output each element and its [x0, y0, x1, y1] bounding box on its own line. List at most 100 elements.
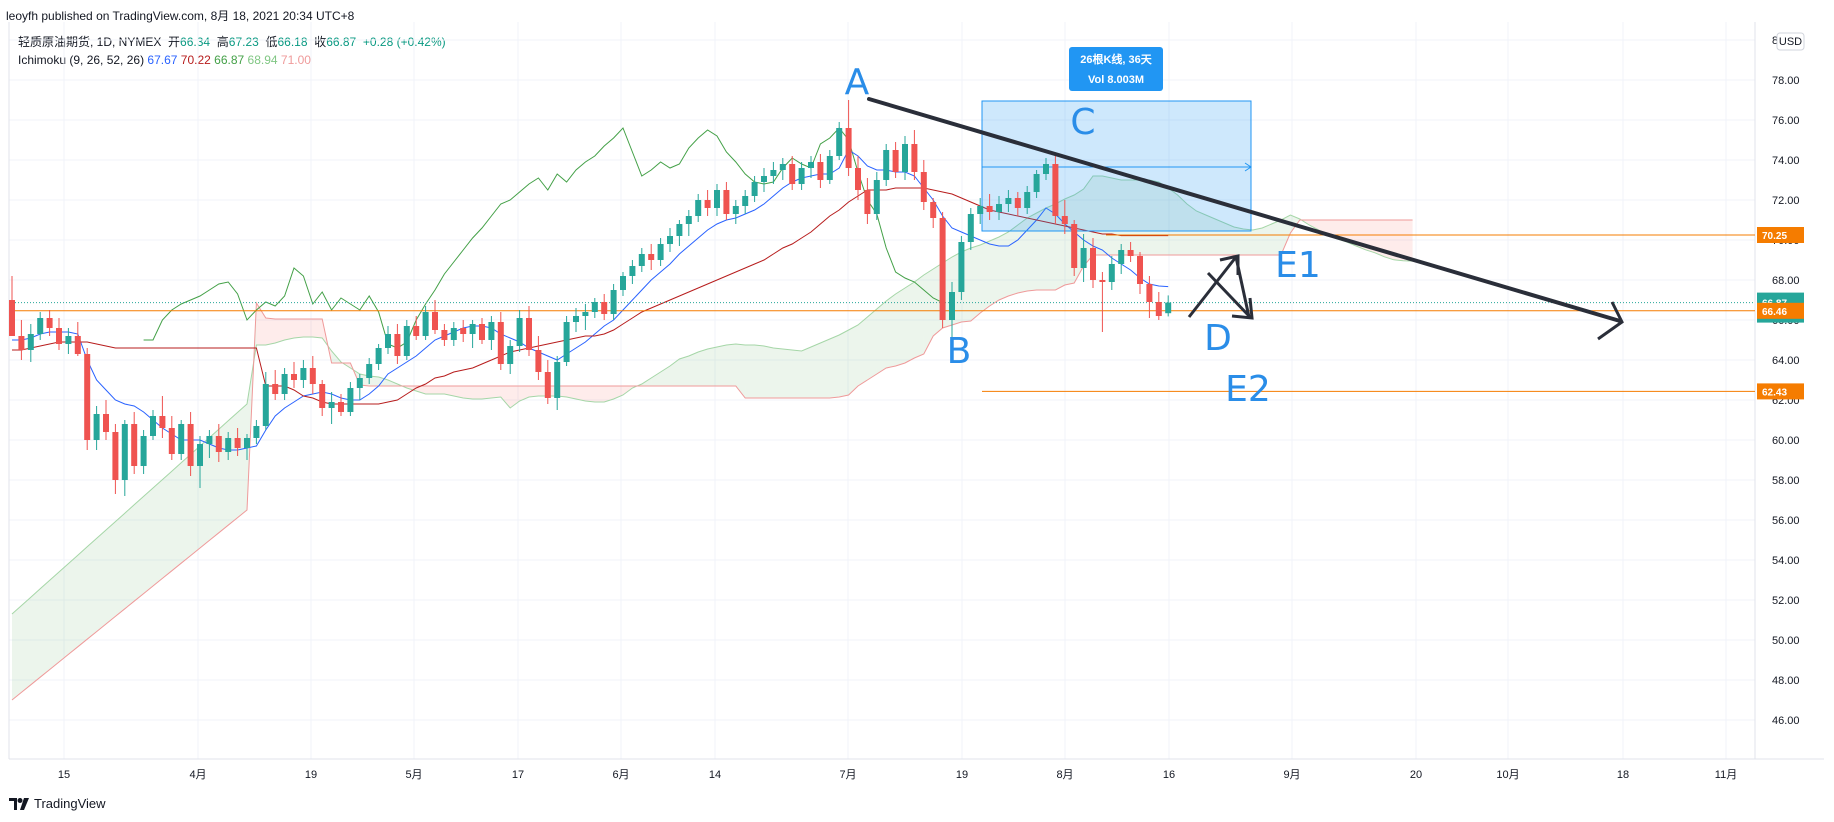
legend: 轻质原油期货, 1D, NYMEX 开66.34 高67.23 低66.18 收… — [18, 33, 446, 69]
cloud-segment — [764, 346, 774, 398]
legend-low: 66.18 — [277, 35, 308, 49]
candle — [131, 412, 138, 474]
cloud-segment — [529, 386, 539, 397]
cloud-segment — [190, 446, 200, 556]
candle-body — [676, 224, 683, 236]
candle-body — [855, 168, 861, 190]
cloud-segment — [87, 538, 97, 640]
candle — [206, 430, 213, 458]
candle-body — [1146, 284, 1153, 302]
candle-body — [1005, 198, 1012, 204]
date-range-box[interactable] — [981, 100, 1252, 232]
candle — [469, 320, 476, 348]
cloud-segment — [989, 237, 999, 306]
candle-body — [140, 436, 147, 466]
annotation-b[interactable]: B — [947, 331, 972, 372]
candle-body — [338, 402, 344, 412]
candle-body — [563, 322, 570, 362]
candle — [56, 318, 62, 350]
candle — [338, 394, 344, 416]
candle — [1118, 244, 1125, 274]
cloud-segment — [1393, 220, 1404, 261]
candle — [74, 322, 81, 356]
projection-path-down[interactable] — [1206, 271, 1252, 319]
candle-body — [845, 128, 852, 168]
candle-body — [328, 402, 335, 408]
annotation-e1[interactable]: E1 — [1275, 245, 1321, 286]
trend-line[interactable] — [867, 97, 1622, 323]
price-tag: 70.25 — [1757, 227, 1804, 243]
cloud-segment — [265, 318, 276, 345]
candle-body — [366, 364, 373, 378]
cloud-segment — [68, 555, 78, 655]
candle — [996, 196, 1002, 220]
candle — [873, 172, 880, 220]
cloud-segment — [679, 356, 689, 386]
candle-body — [817, 162, 824, 180]
candle-body — [732, 206, 739, 214]
candle-body — [1108, 264, 1115, 282]
candle-body — [742, 196, 749, 206]
price-tick-label: 68.00 — [1772, 275, 1800, 287]
candle-body — [535, 350, 542, 372]
cloud-segment — [923, 269, 934, 354]
annotation-d[interactable]: D — [1204, 318, 1232, 359]
cloud-segment — [735, 344, 746, 398]
candle — [732, 200, 739, 224]
price-tag-label: 66.46 — [1762, 307, 1787, 318]
candle — [855, 156, 861, 200]
candle-body — [873, 180, 880, 214]
price-tick-label: 64.00 — [1772, 355, 1800, 367]
cloud-segment — [303, 319, 313, 337]
candle — [27, 324, 34, 362]
candle-body — [112, 432, 119, 480]
legend-ichimoku-value-0: 67.67 — [147, 53, 178, 67]
candles — [9, 100, 1172, 496]
candle — [65, 328, 72, 354]
candle — [1061, 200, 1068, 234]
time-tick-label: 14 — [709, 769, 721, 781]
annotation-a[interactable]: A — [845, 62, 870, 103]
candle — [291, 362, 297, 388]
cloud-segment — [829, 335, 840, 398]
annotation-c[interactable]: C — [1070, 102, 1095, 143]
candle — [375, 344, 382, 370]
candle-body — [131, 424, 138, 466]
candle — [441, 324, 448, 346]
cloud-segment — [867, 309, 877, 380]
candle — [1052, 156, 1059, 224]
date-range-info-line2: Vol 8.003M — [1088, 74, 1144, 86]
annotation-e2[interactable]: E2 — [1225, 369, 1271, 410]
cloud-segment — [115, 513, 125, 617]
candle — [1014, 192, 1021, 216]
time-tick-label: 19 — [956, 769, 968, 781]
time-tick-label: 5月 — [405, 769, 422, 781]
candle-body — [902, 144, 908, 172]
cloud-segment — [1215, 219, 1225, 255]
kijun-sen — [12, 187, 1169, 405]
cloud-segment — [594, 386, 605, 402]
candle — [1146, 276, 1153, 318]
cloud-segment — [124, 504, 135, 609]
candle — [761, 168, 767, 192]
cloud-segment — [858, 317, 868, 386]
candle — [1005, 190, 1012, 212]
candle — [262, 372, 269, 430]
candle — [573, 308, 579, 332]
currency-button[interactable] — [1776, 32, 1805, 51]
cloud-segment — [811, 343, 821, 398]
projection-path-up[interactable] — [1187, 256, 1238, 318]
cloud-segment — [30, 588, 41, 685]
cloud-segment — [312, 319, 323, 338]
date-range-info-box — [1069, 47, 1163, 91]
candle-body — [986, 206, 993, 212]
projection-path-down-right[interactable] — [1234, 256, 1251, 318]
candle — [920, 160, 927, 210]
candle-body — [9, 300, 15, 336]
candle — [939, 212, 946, 328]
candle-body — [84, 354, 91, 440]
cloud-segment — [453, 386, 464, 398]
candle — [676, 220, 683, 246]
price-tag-box — [1757, 227, 1804, 243]
